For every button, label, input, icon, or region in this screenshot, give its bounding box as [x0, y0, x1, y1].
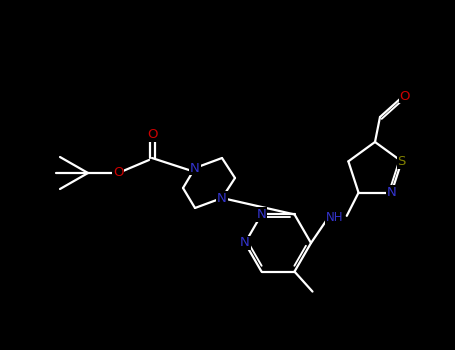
- Text: O: O: [113, 167, 123, 180]
- Text: O: O: [400, 90, 410, 103]
- Text: N: N: [240, 237, 250, 250]
- Text: O: O: [147, 128, 157, 141]
- Text: N: N: [257, 208, 266, 221]
- Text: NH: NH: [326, 211, 344, 224]
- Text: N: N: [190, 161, 200, 175]
- Text: N: N: [387, 186, 396, 199]
- Text: S: S: [397, 155, 406, 168]
- Text: N: N: [217, 191, 227, 204]
